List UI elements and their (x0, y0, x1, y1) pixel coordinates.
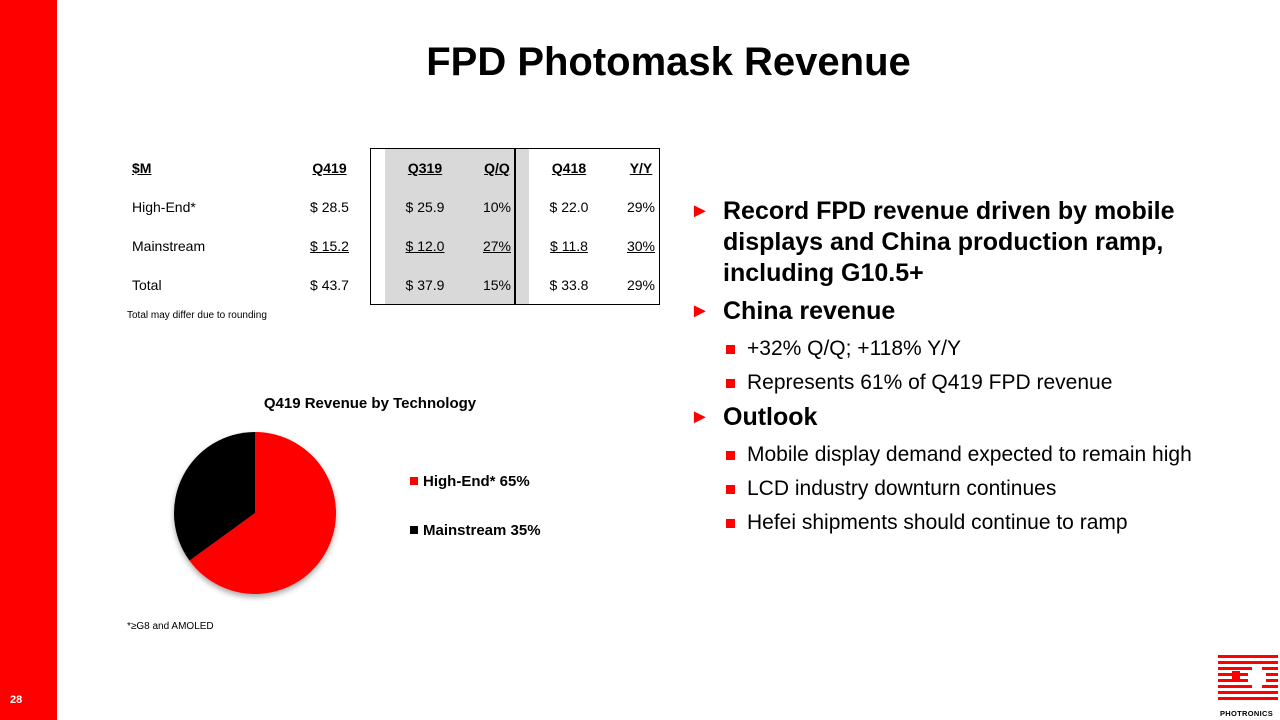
sub-bullet-item: Hefei shipments should continue to ramp (690, 508, 1230, 537)
bullet-text: China revenue (723, 297, 896, 325)
table-cell: $ 25.9 (385, 187, 465, 226)
square-bullet-icon (726, 519, 735, 528)
table-cell: 10% (465, 187, 529, 226)
sub-bullet-text: +32% Q/Q; +118% Y/Y (747, 337, 962, 360)
arrow-bullet-icon: ► (690, 300, 710, 322)
table-cell: 30% (626, 237, 656, 254)
sub-bullet-text: Hefei shipments should continue to ramp (747, 511, 1128, 534)
bullet-list: ► Record FPD revenue driven by mobile di… (690, 196, 1230, 542)
table-cell: $ 12.0 (385, 226, 465, 265)
chart-title: Q419 Revenue by Technology (263, 395, 477, 412)
square-bullet-icon (726, 379, 735, 388)
sub-bullet-item: +32% Q/Q; +118% Y/Y (690, 334, 1230, 363)
sub-bullet-item: Represents 61% of Q419 FPD revenue (690, 368, 1230, 397)
table-header: Q319 (385, 148, 465, 187)
bullet-text: Record FPD revenue driven by mobile disp… (723, 197, 1175, 287)
sub-bullet-text: LCD industry downturn continues (747, 477, 1057, 500)
arrow-bullet-icon: ► (690, 406, 710, 428)
pie-slice-mainstream (174, 432, 255, 561)
sub-bullet-item: LCD industry downturn continues (690, 474, 1230, 503)
bullet-item: ► China revenue (690, 296, 1230, 327)
table-row: Mainstream $ 15.2 $ 12.0 27% $ 11.8 30% (117, 226, 673, 265)
sub-bullet-text: Mobile display demand expected to remain… (747, 443, 1192, 466)
table-cell: $ 11.8 (550, 237, 588, 254)
table-header: Q418 (551, 159, 587, 176)
pie-chart (174, 432, 336, 594)
table-cell: Total (132, 276, 162, 293)
table-cell: $ 15.2 (310, 237, 349, 254)
footnote: *≥G8 and AMOLED (127, 621, 214, 632)
table-row: High-End* $ 28.5 $ 25.9 10% $ 22.0 29% (117, 187, 673, 226)
table-header: Q/Q (465, 148, 529, 187)
legend-label: Mainstream 35% (423, 521, 541, 539)
table-cell: $ 22.0 (549, 198, 589, 215)
table-cell: Mainstream (132, 237, 206, 254)
square-bullet-icon (726, 345, 735, 354)
table-cell: High-End* (132, 198, 196, 215)
table-cell: $ 37.9 (385, 265, 465, 304)
slide-title: FPD Photomask Revenue (426, 40, 911, 84)
chart-legend: High-End* 65% Mainstream 35% (410, 472, 541, 570)
table-cell: 15% (465, 265, 529, 304)
revenue-table: $M Q419 Q319 Q/Q Q418 Y/Y High-End* $ 28… (117, 148, 673, 304)
legend-item-high-end: High-End* 65% (410, 472, 541, 490)
bullet-item: ► Record FPD revenue driven by mobile di… (690, 196, 1230, 289)
table-cell: $ 33.8 (549, 276, 589, 293)
pie-slice-highend (189, 432, 336, 594)
table-cell: 29% (626, 276, 656, 293)
logo-text: PHOTRONICS (1220, 709, 1274, 718)
table-header: $M (132, 159, 152, 176)
square-bullet-icon (726, 451, 735, 460)
table-cell: $ 28.5 (310, 198, 349, 215)
table-cell: $ 43.7 (310, 276, 349, 293)
table-cell: 27% (465, 226, 529, 265)
square-bullet-icon (726, 485, 735, 494)
table-cell: 29% (626, 198, 656, 215)
table-row: Total $ 43.7 $ 37.9 15% $ 33.8 29% (117, 265, 673, 304)
legend-swatch (410, 477, 418, 485)
sub-bullet-text: Represents 61% of Q419 FPD revenue (747, 371, 1113, 394)
bullet-text: Outlook (723, 403, 818, 431)
bullet-item: ► Outlook (690, 402, 1230, 433)
legend-label: High-End* 65% (423, 472, 530, 490)
photronics-logo-icon (1218, 655, 1278, 700)
rounding-note: Total may differ due to rounding (127, 310, 267, 321)
page-number: 28 (10, 694, 23, 706)
side-accent-bar (0, 0, 57, 720)
legend-item-mainstream: Mainstream 35% (410, 521, 541, 539)
table-header-row: $M Q419 Q319 Q/Q Q418 Y/Y (117, 148, 673, 187)
arrow-bullet-icon: ► (690, 200, 710, 222)
sub-bullet-item: Mobile display demand expected to remain… (690, 440, 1230, 469)
legend-swatch (410, 526, 418, 534)
table-header: Y/Y (629, 159, 653, 176)
table-header: Q419 (312, 159, 347, 176)
